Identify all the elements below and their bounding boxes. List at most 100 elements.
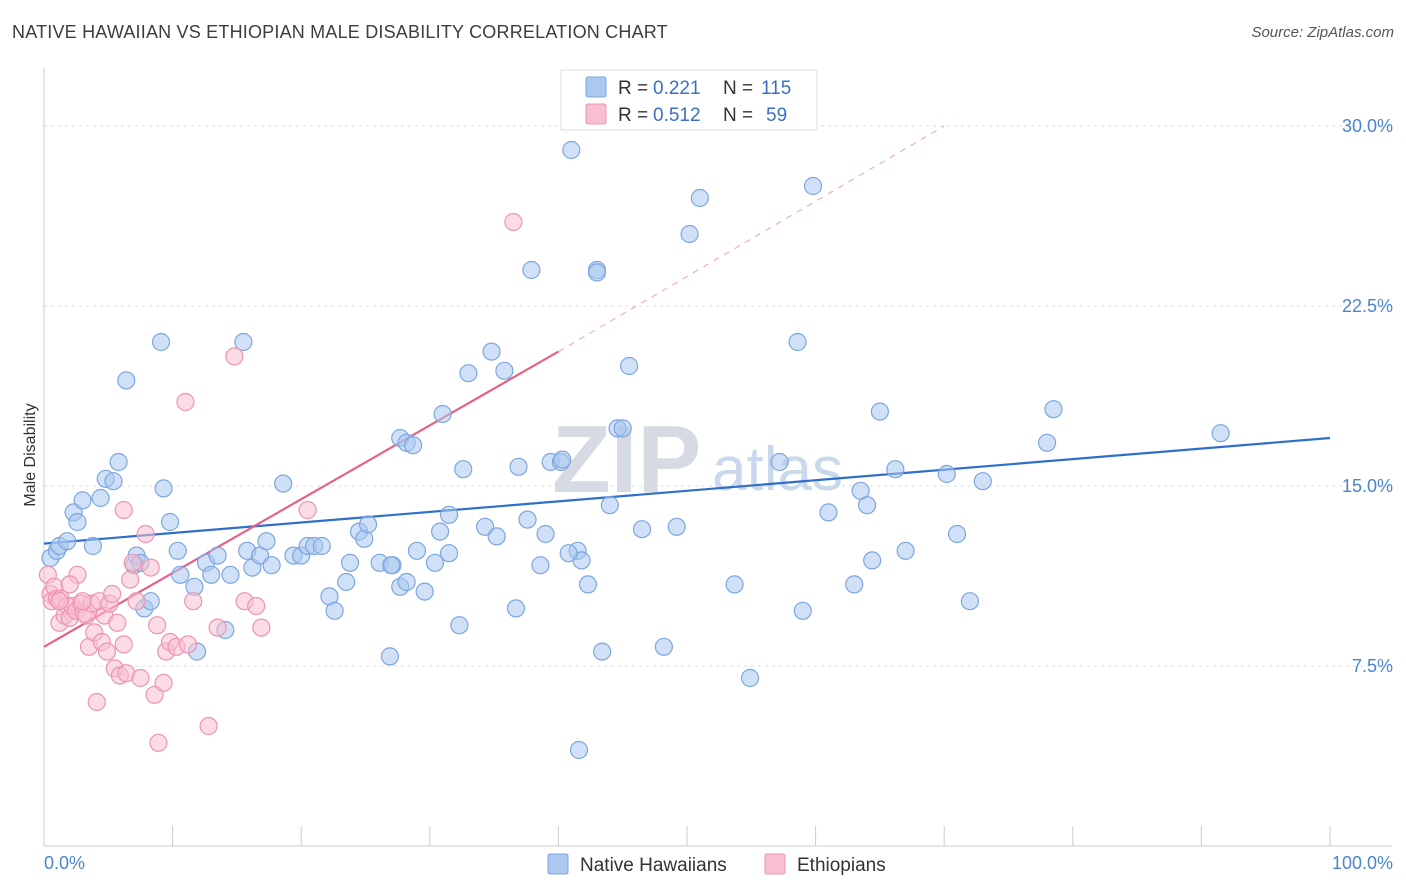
- point-native-hawaiians: [380, 647, 400, 666]
- y-axis-label: Male Disability: [22, 403, 39, 506]
- point-native-hawaiians: [600, 496, 619, 515]
- point-native-hawaiians: [803, 176, 823, 196]
- point-native-hawaiians: [257, 532, 276, 551]
- trend-extension-ethiopians: [558, 125, 945, 353]
- bottom-legend: Native Hawaiians Ethiopians: [547, 853, 886, 876]
- point-ethiopians: [50, 592, 69, 611]
- point-native-hawaiians: [430, 522, 450, 541]
- trend-line-ethiopians: [43, 350, 559, 648]
- point-native-hawaiians: [234, 332, 253, 352]
- point-ethiopians: [114, 635, 133, 654]
- data-points: [38, 140, 1230, 760]
- point-native-hawaiians: [569, 740, 589, 760]
- legend-n-label: N =: [723, 105, 753, 126]
- point-ethiopians: [199, 716, 218, 736]
- point-native-hawaiians: [312, 536, 331, 556]
- point-ethiopians: [208, 618, 227, 637]
- legend-r-label: R =: [618, 78, 648, 99]
- x-tick-label: 100.0%: [1332, 853, 1393, 873]
- bottom-legend-swatch-native-hawaiians: [547, 853, 569, 875]
- point-native-hawaiians: [68, 512, 87, 532]
- point-native-hawaiians: [680, 224, 699, 244]
- x-tick-label: 0.0%: [44, 853, 85, 873]
- point-ethiopians: [298, 500, 317, 520]
- point-native-hawaiians: [587, 263, 607, 282]
- point-ethiopians: [123, 553, 142, 572]
- point-native-hawaiians: [857, 496, 877, 515]
- point-ethiopians: [87, 692, 106, 712]
- point-native-hawaiians: [168, 541, 187, 560]
- legend-r-value: 0.221: [653, 78, 701, 99]
- legend-r-value: 0.512: [653, 105, 701, 126]
- point-native-hawaiians: [459, 364, 478, 383]
- point-native-hawaiians: [450, 616, 469, 635]
- legend-swatch-ethiopians: [585, 103, 607, 125]
- point-native-hawaiians: [578, 575, 598, 594]
- point-native-hawaiians: [340, 553, 360, 572]
- axes: [43, 68, 1392, 847]
- bottom-legend-swatch-ethiopians: [764, 853, 786, 875]
- point-native-hawaiians: [407, 541, 427, 560]
- point-native-hawaiians: [117, 371, 136, 390]
- point-ethiopians: [149, 733, 168, 752]
- y-tick-label: 15.0%: [1342, 476, 1393, 496]
- point-native-hawaiians: [509, 457, 528, 476]
- point-ethiopians: [60, 575, 79, 594]
- point-native-hawaiians: [221, 565, 240, 584]
- point-native-hawaiians: [562, 140, 581, 160]
- point-ethiopians: [184, 592, 203, 611]
- point-native-hawaiians: [439, 505, 459, 524]
- legend-swatch-native-hawaiians: [585, 76, 607, 98]
- point-native-hawaiians: [337, 572, 356, 592]
- point-native-hawaiians: [522, 260, 541, 280]
- point-ethiopians: [136, 524, 155, 544]
- point-native-hawaiians: [593, 642, 612, 661]
- y-tick-label: 30.0%: [1342, 116, 1393, 136]
- top-legend: R = 0.221 N = 115 R = 0.512 N = 59: [560, 69, 818, 131]
- point-native-hawaiians: [770, 452, 789, 472]
- point-native-hawaiians: [553, 450, 572, 469]
- point-native-hawaiians: [1211, 424, 1230, 443]
- point-native-hawaiians: [632, 520, 652, 539]
- point-native-hawaiians: [208, 546, 227, 565]
- point-ethiopians: [108, 613, 127, 632]
- x-tick-labels: 0.0% 100.0%: [44, 853, 1393, 873]
- point-native-hawaiians: [91, 488, 110, 508]
- point-native-hawaiians: [403, 436, 423, 455]
- point-ethiopians: [121, 570, 140, 589]
- point-ethiopians: [114, 500, 133, 520]
- point-native-hawaiians: [274, 474, 293, 493]
- point-native-hawaiians: [506, 599, 526, 618]
- point-native-hawaiians: [960, 592, 980, 611]
- point-native-hawaiians: [58, 532, 77, 551]
- point-native-hawaiians: [439, 544, 459, 563]
- point-native-hawaiians: [415, 582, 434, 601]
- point-native-hawaiians: [725, 575, 744, 594]
- point-native-hawaiians: [667, 517, 686, 536]
- point-ethiopians: [97, 642, 117, 661]
- point-native-hawaiians: [1044, 400, 1063, 419]
- point-native-hawaiians: [104, 472, 123, 491]
- legend-n-value: 59: [766, 105, 787, 126]
- point-native-hawaiians: [487, 527, 506, 546]
- point-native-hawaiians: [886, 460, 905, 479]
- point-ethiopians: [73, 592, 92, 611]
- point-ethiopians: [127, 592, 146, 611]
- point-native-hawaiians: [1037, 433, 1057, 452]
- point-native-hawaiians: [740, 668, 760, 688]
- point-ethiopians: [247, 596, 266, 616]
- point-native-hawaiians: [154, 479, 173, 498]
- point-native-hawaiians: [109, 452, 128, 472]
- point-ethiopians: [504, 212, 523, 232]
- point-native-hawaiians: [160, 512, 180, 532]
- point-ethiopians: [178, 635, 198, 654]
- point-ethiopians: [141, 558, 160, 577]
- point-native-hawaiians: [536, 524, 555, 544]
- point-native-hawaiians: [495, 361, 514, 380]
- point-native-hawaiians: [454, 460, 473, 479]
- point-native-hawaiians: [973, 472, 992, 491]
- point-ethiopians: [148, 616, 167, 635]
- bottom-legend-label: Native Hawaiians: [580, 855, 727, 876]
- point-native-hawaiians: [325, 601, 344, 620]
